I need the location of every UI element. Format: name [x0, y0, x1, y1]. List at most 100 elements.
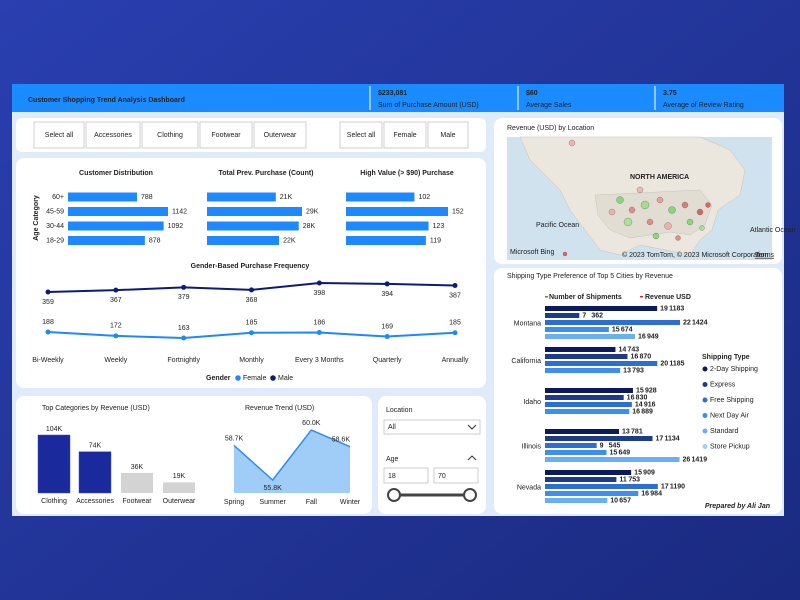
data-label: 16	[627, 394, 635, 401]
data-label: 15	[636, 387, 644, 394]
location-dots	[562, 139, 711, 257]
data-label: 362	[591, 312, 603, 319]
map[interactable]	[507, 136, 772, 260]
bar	[545, 395, 624, 400]
y-tick-label: California	[511, 358, 541, 365]
ocean-label: Atlantic Ocean	[750, 227, 796, 234]
bar	[68, 192, 138, 202]
slicer-label: Location	[386, 407, 413, 414]
chart-title: Gender-Based Purchase Frequency	[191, 263, 310, 270]
filter-button-label: Female	[393, 132, 416, 139]
data-label: 870	[639, 353, 651, 360]
slicer-label: Age	[386, 456, 399, 463]
map-provider: Microsoft Bing	[510, 249, 554, 256]
bar	[545, 361, 658, 366]
slider-handle[interactable]	[463, 488, 477, 502]
y-tick-label: Nevada	[517, 484, 541, 491]
data-label: 11	[619, 476, 627, 483]
footer: Prepared by Ali Jan	[705, 503, 770, 510]
bar	[545, 498, 608, 503]
data-label: 387	[449, 292, 461, 299]
bar	[37, 434, 71, 494]
filter-button[interactable]	[141, 121, 199, 149]
dropdown[interactable]	[383, 419, 481, 435]
y-tick-label: Montana	[514, 320, 541, 327]
filter-button[interactable]	[383, 121, 427, 149]
y-tick-label: 45-59	[46, 208, 64, 215]
data-label: 379	[178, 294, 190, 301]
legend-label: Female	[243, 375, 266, 382]
data-label: 14	[618, 346, 626, 353]
legend-label: Standard	[710, 428, 739, 435]
data-label: 15	[634, 469, 642, 476]
data-label: 29K	[306, 208, 319, 215]
data-label: 55.8K	[264, 485, 283, 492]
data-label: 1092	[168, 223, 184, 230]
filter-button[interactable]	[339, 121, 383, 149]
point	[249, 287, 254, 293]
bar	[545, 368, 621, 373]
filter-button[interactable]	[427, 121, 469, 149]
chart-title: High Value (> $90) Purchase	[360, 170, 454, 177]
legend-label: Express	[710, 381, 736, 388]
x-tick-label: Bi-Weekly	[32, 357, 64, 364]
data-label: 14	[635, 401, 643, 408]
data-label: 398	[313, 290, 325, 297]
slider[interactable]	[387, 488, 477, 502]
slider-handle[interactable]	[387, 488, 401, 502]
data-label: 394	[381, 291, 393, 298]
legend-swatch	[545, 296, 548, 298]
data-label: 928	[645, 387, 657, 394]
bar	[545, 327, 609, 332]
data-label: 26	[683, 456, 691, 463]
x-tick-label: Quarterly	[373, 357, 402, 364]
data-label: 1419	[692, 456, 708, 463]
map-region: NORTH AMERICA	[630, 174, 689, 181]
data-label: 657	[619, 497, 631, 504]
legend-swatch	[702, 382, 708, 387]
data-label: 7	[582, 312, 586, 319]
input-box[interactable]	[383, 467, 429, 484]
legend-swatch	[702, 428, 708, 434]
legend-title: Gender	[206, 375, 231, 382]
bar	[545, 320, 680, 325]
bar	[545, 429, 620, 434]
y-tick-label: 30-44	[46, 223, 64, 230]
x-tick-label: Footwear	[122, 498, 152, 505]
filter-button[interactable]	[199, 121, 253, 149]
land	[594, 189, 713, 239]
data-label: 909	[643, 469, 655, 476]
data-label: 368	[246, 297, 258, 304]
point	[181, 335, 187, 341]
bar	[545, 334, 635, 339]
point	[113, 333, 119, 339]
bar	[207, 192, 276, 202]
data-label: 17	[656, 435, 664, 442]
x-tick-label: Fortnightly	[167, 357, 200, 364]
bar	[545, 484, 658, 489]
data-label: 16	[641, 490, 649, 497]
filter-button-label: Outerwear	[264, 132, 297, 139]
legend-swatch	[640, 296, 643, 298]
bar	[545, 313, 580, 318]
data-label: 15	[610, 449, 618, 456]
data-label: 172	[110, 323, 122, 330]
data-label: 13	[622, 428, 630, 435]
filter-button[interactable]	[33, 121, 85, 149]
data-label: 878	[149, 237, 161, 244]
bar	[68, 207, 168, 216]
input-box[interactable]	[433, 467, 479, 484]
data-label: 984	[650, 490, 662, 497]
data-label: 1185	[669, 360, 684, 367]
x-tick-label: Annually	[442, 357, 469, 364]
bar	[545, 443, 597, 448]
filter-button[interactable]	[253, 121, 307, 149]
bar	[545, 306, 658, 311]
data-label: 20	[660, 360, 668, 367]
bar	[545, 436, 653, 441]
legend-label: Next Day Air	[710, 412, 750, 419]
data-label: 19	[660, 305, 668, 312]
data-label: 19K	[173, 473, 186, 480]
filter-button[interactable]	[85, 121, 141, 149]
x-tick-label: Summer	[259, 499, 286, 506]
